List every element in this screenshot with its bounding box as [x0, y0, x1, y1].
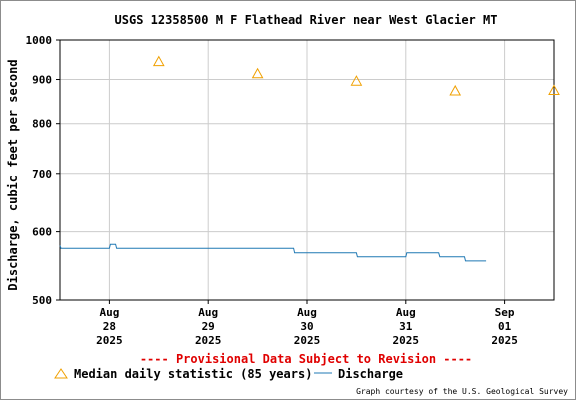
median-point	[350, 75, 363, 86]
x-axis-ticks: Aug282025Aug292025Aug302025Aug312025Sep0…	[96, 300, 518, 347]
x-tick-label: 30	[300, 320, 313, 333]
median-point	[548, 84, 560, 96]
median-series	[152, 55, 560, 96]
y-tick-label: 700	[32, 168, 52, 181]
legend-discharge-label: Discharge	[338, 367, 403, 381]
x-tick-label: 2025	[393, 334, 420, 347]
y-tick-label: 500	[32, 294, 52, 307]
legend: Median daily statistic (85 years) Discha…	[54, 367, 403, 381]
x-tick-label: 29	[202, 320, 215, 333]
chart-title: USGS 12358500 M F Flathead River near We…	[115, 13, 498, 27]
x-tick-label: Aug	[297, 306, 317, 319]
y-axis-label: Discharge, cubic feet per second	[6, 59, 20, 290]
grid-lines	[60, 40, 554, 300]
x-tick-label: 01	[498, 320, 512, 333]
y-tick-label: 800	[32, 118, 52, 131]
x-tick-label: 28	[103, 320, 116, 333]
median-point	[152, 55, 165, 67]
legend-triangle-icon	[54, 368, 68, 379]
y-tick-label: 900	[32, 74, 52, 87]
discharge-series	[59, 243, 487, 262]
legend-median-label: Median daily statistic (85 years)	[74, 367, 312, 381]
median-point	[251, 67, 264, 79]
x-tick-label: 2025	[96, 334, 123, 347]
x-tick-label: Aug	[198, 306, 218, 319]
credit-text: Graph courtesy of the U.S. Geological Su…	[356, 387, 568, 396]
x-tick-label: 2025	[195, 334, 222, 347]
x-tick-label: 2025	[294, 334, 321, 347]
x-tick-label: Aug	[396, 306, 416, 319]
discharge-line	[59, 243, 487, 262]
x-tick-label: Aug	[99, 306, 119, 319]
x-tick-label: 2025	[491, 334, 518, 347]
provisional-notice: ---- Provisional Data Subject to Revisio…	[140, 352, 472, 366]
median-point	[449, 84, 462, 96]
y-tick-label: 600	[32, 226, 52, 239]
y-tick-label: 1000	[26, 34, 53, 47]
y-axis-ticks: 500 600 700 800 900 1000	[26, 34, 60, 307]
x-tick-label: Sep	[495, 306, 515, 319]
x-tick-label: 31	[399, 320, 413, 333]
